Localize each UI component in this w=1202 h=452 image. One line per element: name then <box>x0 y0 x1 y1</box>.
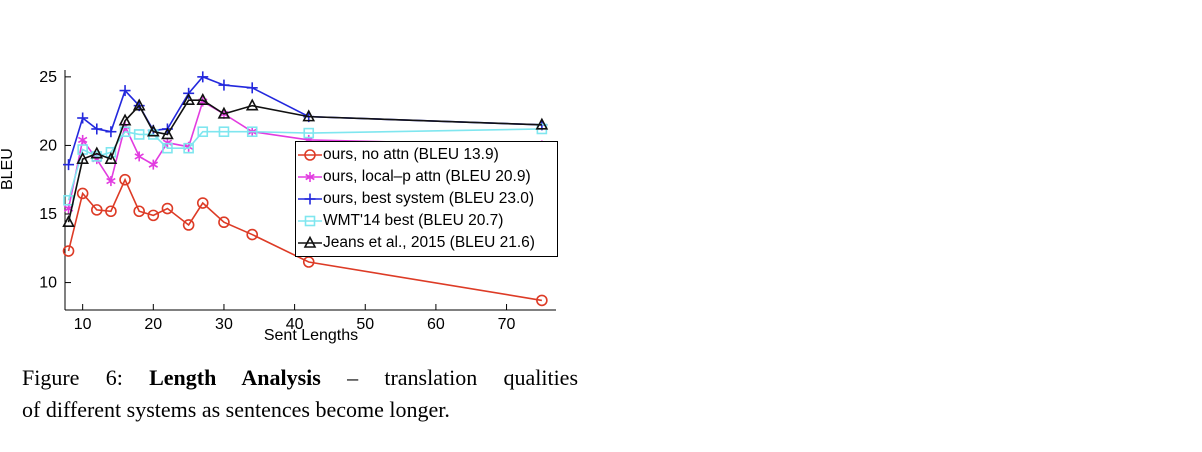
x-tick-label: 30 <box>215 316 233 333</box>
legend-item-local-p-attn: ours, local–p attn (BLEU 20.9) <box>297 166 555 188</box>
caption-prefix: Figure 6: <box>22 365 123 390</box>
x-tick-label: 10 <box>74 316 92 333</box>
x-axis-label: Sent Lengths <box>263 327 359 344</box>
legend-label: Jeans et al., 2015 (BLEU 21.6) <box>323 234 535 251</box>
caption-rest: – translation qualities <box>347 365 579 390</box>
legend-item-best-system: ours, best system (BLEU 23.0) <box>297 188 555 210</box>
plus-marker-icon <box>298 193 322 205</box>
length-analysis-chart: 10 20 30 40 50 60 70 10 15 20 25 BLEU Sent Lengths… <box>0 0 640 360</box>
y-tick-label: 10 <box>39 275 57 292</box>
x-tick-label: 60 <box>427 316 445 333</box>
circle-marker-icon <box>298 149 322 161</box>
y-tick-label: 20 <box>39 137 57 154</box>
series-triangle <box>62 92 549 228</box>
x-tick-label: 40 <box>286 316 304 333</box>
x-tick-label: 50 <box>356 316 374 333</box>
legend-label: ours, local–p attn (BLEU 20.9) <box>323 168 531 185</box>
legend-label: WMT'14 best (BLEU 20.7) <box>323 212 504 229</box>
legend-label: ours, no attn (BLEU 13.9) <box>323 146 499 163</box>
y-tick-label: 15 <box>39 206 57 223</box>
legend-label: ours, best system (BLEU 23.0) <box>323 190 535 207</box>
square-marker-icon <box>298 215 322 227</box>
caption-line-1: Figure 6: Length Analysis – translation … <box>22 362 578 394</box>
triangle-marker-icon <box>298 235 322 248</box>
x-tick-label: 20 <box>144 316 162 333</box>
asterisk-marker-icon <box>298 172 322 182</box>
caption-bold-title: Length Analysis <box>149 365 321 390</box>
figure-caption: Figure 6: Length Analysis – translation … <box>22 362 578 426</box>
plot-area: 10 20 30 40 50 60 70 10 15 20 25 <box>39 69 556 333</box>
legend-item-no-attn: ours, no attn (BLEU 13.9) <box>297 144 555 166</box>
y-tick-label: 25 <box>39 69 57 86</box>
legend-item-wmt14-best: WMT'14 best (BLEU 20.7) <box>297 210 555 232</box>
legend-item-jeans-2015: Jeans et al., 2015 (BLEU 21.6) <box>297 232 555 254</box>
chart-legend: ours, no attn (BLEU 13.9) ours, local–p … <box>295 141 558 257</box>
series-circle <box>62 173 548 307</box>
caption-line-2: of different systems as sentences become… <box>22 397 450 422</box>
axes <box>64 70 556 311</box>
x-tick-label: 70 <box>498 316 516 333</box>
